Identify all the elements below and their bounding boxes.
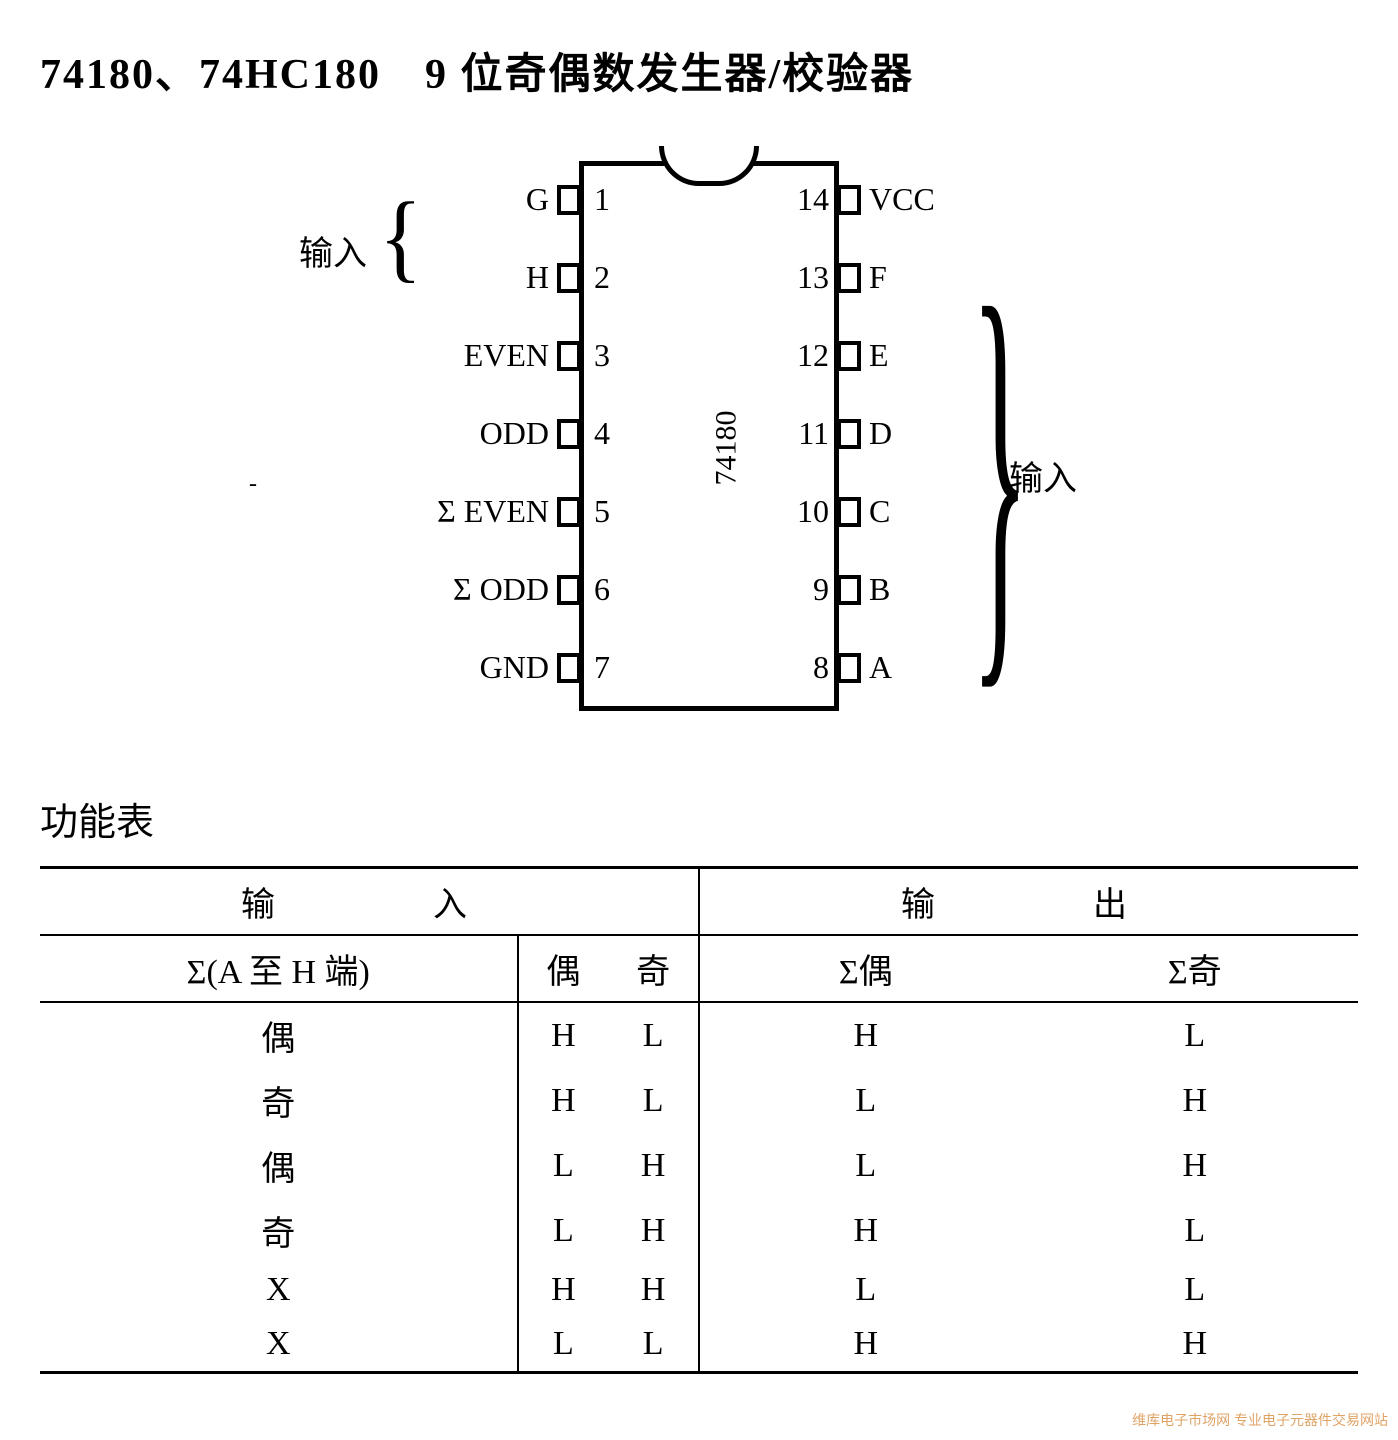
pin-label-14: VCC: [869, 181, 935, 218]
pin-num-1: 1: [594, 181, 610, 218]
table-row: 偶HLHL: [40, 1002, 1358, 1068]
table-cell: H: [1031, 1317, 1358, 1373]
table-cell: H: [608, 1263, 699, 1317]
pin-5: [557, 497, 581, 527]
pin-num-10: 10: [779, 493, 829, 530]
chip-name: 74180: [710, 411, 744, 486]
col-header-2: 奇: [608, 935, 699, 1002]
table-cell: H: [1031, 1133, 1358, 1198]
table-cell: L: [608, 1068, 699, 1133]
input-label-left: 输入: [299, 226, 367, 275]
pin-7: [557, 653, 581, 683]
table-cell: H: [699, 1317, 1032, 1373]
pin-num-14: 14: [779, 181, 829, 218]
table-title: 功能表: [40, 791, 1358, 846]
pin-num-9: 9: [779, 571, 829, 608]
table-cell: 奇: [40, 1068, 518, 1133]
table-cell: H: [1031, 1068, 1358, 1133]
table-cell: L: [699, 1068, 1032, 1133]
pin-label-8: A: [869, 649, 892, 686]
pin-label-1: G: [526, 181, 549, 218]
pin-num-5: 5: [594, 493, 610, 530]
pin-label-6: Σ ODD: [453, 571, 549, 608]
table-cell: L: [518, 1198, 609, 1263]
page-title: 74180、74HC180 9 位奇偶数发生器/校验器: [40, 40, 1358, 101]
pin-num-7: 7: [594, 649, 610, 686]
truth-table: 输 入 输 出 Σ(A 至 H 端)偶奇Σ偶Σ奇 偶HLHL奇HLLH偶LHLH…: [40, 866, 1358, 1374]
pin-num-2: 2: [594, 259, 610, 296]
table-row: 偶LHLH: [40, 1133, 1358, 1198]
table-cell: H: [608, 1133, 699, 1198]
table-cell: L: [1031, 1002, 1358, 1068]
table-cell: L: [699, 1133, 1032, 1198]
table-cell: L: [608, 1002, 699, 1068]
pin-13: [837, 263, 861, 293]
pin-6: [557, 575, 581, 605]
table-row: XLLHH: [40, 1317, 1358, 1373]
stray-dash: -: [249, 471, 257, 498]
table-cell: 偶: [40, 1002, 518, 1068]
col-header-1: 偶: [518, 935, 609, 1002]
pin-12: [837, 341, 861, 371]
table-cell: L: [699, 1263, 1032, 1317]
pin-14: [837, 185, 861, 215]
pin-num-13: 13: [779, 259, 829, 296]
pin-label-5: Σ EVEN: [437, 493, 549, 530]
col-header-4: Σ奇: [1031, 935, 1358, 1002]
pin-2: [557, 263, 581, 293]
pin-label-9: B: [869, 571, 890, 608]
pinout-diagram: - 74180 输入 { } 输入 1G2H3EVEN4ODD5Σ EVEN6Σ…: [40, 151, 1358, 731]
pin-label-2: H: [526, 259, 549, 296]
pin-1: [557, 185, 581, 215]
pin-label-3: EVEN: [464, 337, 549, 374]
table-cell: H: [518, 1002, 609, 1068]
pin-num-4: 4: [594, 415, 610, 452]
table-row: 奇HLLH: [40, 1068, 1358, 1133]
table-cell: L: [518, 1317, 609, 1373]
pin-num-3: 3: [594, 337, 610, 374]
input-label-right: 输入: [1009, 451, 1077, 500]
brace-left: {: [379, 181, 422, 294]
table-cell: H: [699, 1002, 1032, 1068]
pin-4: [557, 419, 581, 449]
table-cell: 偶: [40, 1133, 518, 1198]
table-cell: H: [699, 1198, 1032, 1263]
pin-label-10: C: [869, 493, 890, 530]
pin-num-8: 8: [779, 649, 829, 686]
pin-10: [837, 497, 861, 527]
table-cell: H: [518, 1068, 609, 1133]
th-outputs: 输 出: [699, 868, 1358, 936]
pin-label-7: GND: [480, 649, 549, 686]
table-cell: H: [608, 1198, 699, 1263]
pin-num-11: 11: [779, 415, 829, 452]
table-row: XHHLL: [40, 1263, 1358, 1317]
table-cell: L: [608, 1317, 699, 1373]
pin-8: [837, 653, 861, 683]
col-header-3: Σ偶: [699, 935, 1032, 1002]
pin-11: [837, 419, 861, 449]
pin-3: [557, 341, 581, 371]
table-row: 奇LHHL: [40, 1198, 1358, 1263]
col-header-0: Σ(A 至 H 端): [40, 935, 518, 1002]
table-cell: L: [1031, 1198, 1358, 1263]
table-cell: X: [40, 1317, 518, 1373]
watermark: 维库电子市场网 专业电子元器件交易网站: [1132, 1410, 1388, 1430]
table-cell: H: [518, 1263, 609, 1317]
table-cell: L: [518, 1133, 609, 1198]
table-cell: L: [1031, 1263, 1358, 1317]
table-cell: 奇: [40, 1198, 518, 1263]
pin-label-11: D: [869, 415, 892, 452]
pin-num-12: 12: [779, 337, 829, 374]
pin-label-4: ODD: [480, 415, 549, 452]
th-inputs: 输 入: [40, 868, 699, 936]
pin-label-12: E: [869, 337, 889, 374]
pin-num-6: 6: [594, 571, 610, 608]
pin-9: [837, 575, 861, 605]
pin-label-13: F: [869, 259, 887, 296]
table-cell: X: [40, 1263, 518, 1317]
